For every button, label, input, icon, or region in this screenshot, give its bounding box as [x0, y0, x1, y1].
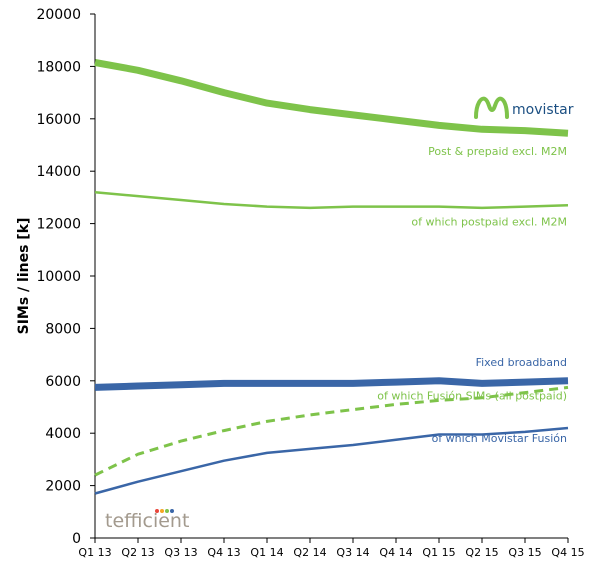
- y-tick-label: 4000: [45, 426, 81, 442]
- series-line-4: [94, 385, 569, 477]
- x-tick-label: Q2 15: [465, 546, 498, 559]
- x-tick-label: Q3 14: [336, 546, 369, 559]
- x-tick-label: Q4 15: [551, 546, 584, 559]
- tefficient-wordmark: tefficient: [105, 510, 189, 532]
- watermark-dot-orange: [160, 509, 164, 513]
- y-tick-label: 6000: [45, 374, 81, 390]
- movistar-logo: movistar: [474, 96, 574, 119]
- series-label-4: of which Fusión SIMs (all postpaid): [377, 389, 567, 402]
- y-tick-label: 8000: [45, 321, 81, 337]
- x-tick-label: Q3 15: [508, 546, 541, 559]
- watermark-dot-blue: [170, 509, 174, 513]
- x-tick-label: Q1 13: [78, 546, 111, 559]
- x-tick-label: Q4 14: [379, 546, 412, 559]
- series-labels: Post & prepaid excl. M2M of which postpai…: [377, 145, 567, 445]
- x-axis: Q1 13 Q2 13 Q3 13 Q4 13 Q1 14 Q2 14 Q3 14 Q4 14…: [78, 537, 585, 559]
- series-line-5: [94, 426, 569, 495]
- tefficient-watermark: tefficient: [105, 509, 189, 532]
- y-tick-label: 14000: [36, 164, 81, 180]
- watermark-dot-green: [165, 509, 169, 513]
- series-layer: [94, 59, 569, 495]
- y-tick-label: 18000: [36, 59, 81, 75]
- y-tick-label: 10000: [36, 269, 81, 285]
- series-line-3: [94, 377, 569, 391]
- x-tick-label: Q2 14: [293, 546, 326, 559]
- series-label-3: Fixed broadband: [476, 356, 567, 369]
- series-label-2: of which postpaid excl. M2M: [411, 215, 567, 228]
- series-line-1: [94, 59, 569, 137]
- movistar-m-icon: [474, 96, 509, 119]
- y-axis: 0 2000 4000 6000 8000 10000 12000 14000 16000 180…: [36, 7, 96, 547]
- y-tick-label: 2000: [45, 479, 81, 495]
- series-line-2: [94, 190, 569, 210]
- y-tick-label: 20000: [36, 7, 81, 23]
- x-tick-label: Q2 13: [121, 546, 154, 559]
- x-tick-label: Q1 14: [250, 546, 283, 559]
- y-tick-label: 16000: [36, 112, 81, 128]
- x-tick-label: Q1 15: [422, 546, 455, 559]
- x-tick-label: Q4 13: [207, 546, 240, 559]
- y-tick-label: 12000: [36, 217, 81, 233]
- series-label-5: of which Movistar Fusión: [432, 432, 567, 445]
- x-tick-label: Q3 13: [164, 546, 197, 559]
- y-axis-label: SIMs / lines [k]: [16, 218, 32, 335]
- movistar-wordmark: movistar: [512, 102, 574, 118]
- y-tick-label: 0: [72, 531, 81, 547]
- watermark-dot-red: [155, 509, 159, 513]
- series-label-1: Post & prepaid excl. M2M: [428, 145, 567, 158]
